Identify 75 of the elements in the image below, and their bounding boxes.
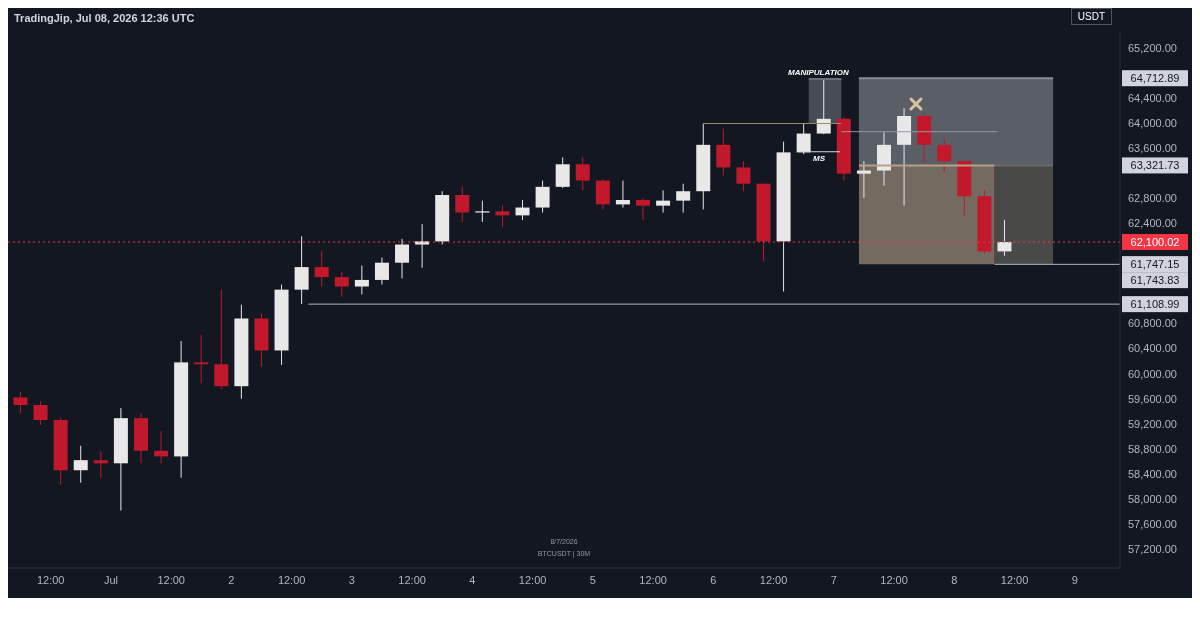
- candlestick: [495, 205, 510, 228]
- y-tick-label: 65,200.00: [1128, 41, 1177, 54]
- y-tick-label: 60,400.00: [1128, 342, 1177, 355]
- candlestick: [636, 197, 651, 221]
- chart-title: TradingJip, Jul 08, 2026 12:36 UTC: [14, 12, 195, 24]
- x-tick-label: 12:00: [277, 573, 306, 586]
- candlestick: [997, 219, 1012, 257]
- candlestick: [214, 289, 229, 390]
- x-tick-label: 6: [710, 573, 717, 586]
- candlestick: [535, 180, 550, 214]
- y-tick-label: 60,000.00: [1128, 367, 1177, 380]
- candlestick: [73, 445, 88, 484]
- y-tick-label: 63,600.00: [1128, 141, 1177, 154]
- text: 63,321.73: [1130, 159, 1180, 172]
- candlestick: [796, 123, 811, 155]
- y-tick-label: 64,400.00: [1128, 91, 1177, 104]
- x-tick-label: 12:00: [639, 573, 667, 586]
- candlestick: [615, 180, 630, 209]
- ref-line-label: 62,100.02: [1130, 236, 1180, 249]
- candlestick: [856, 160, 871, 199]
- x-tick-label: 12:00: [1000, 573, 1029, 586]
- y-tick-label: 59,200.00: [1128, 417, 1177, 430]
- candlestick: [676, 183, 691, 214]
- candlestick: [937, 137, 952, 173]
- x-tick-label: 2: [228, 573, 235, 586]
- x-tick-label: 7: [830, 573, 837, 586]
- candlestick: [716, 128, 731, 177]
- x-tick-label: 12:00: [398, 573, 426, 586]
- text: USDT: [1070, 8, 1112, 25]
- y-tick-label: 58,400.00: [1128, 467, 1177, 480]
- candlestick: [334, 271, 349, 298]
- y-tick-label: 59,600.00: [1128, 392, 1177, 405]
- y-tick-label: 57,600.00: [1128, 518, 1177, 531]
- text: 64,712.89: [1130, 72, 1180, 85]
- y-tick-label: 64,000.00: [1128, 116, 1177, 129]
- x-tick-label: 8: [951, 573, 958, 586]
- annotation: MS: [813, 154, 825, 163]
- x-tick-label: 12:00: [759, 573, 788, 586]
- candlestick: [575, 156, 590, 191]
- y-tick-label: 57,200.00: [1128, 543, 1177, 556]
- x-tick-label: 9: [1071, 573, 1078, 586]
- candlestick: [33, 400, 48, 426]
- candlestick: [736, 160, 751, 192]
- x-tick-label: Jul: [103, 573, 118, 586]
- y-tick-label: 58,800.00: [1128, 442, 1177, 455]
- x-tick-label: 4: [469, 573, 476, 586]
- candlestick: [374, 257, 389, 286]
- y-tick-label: 58,000.00: [1128, 492, 1177, 505]
- candlestick: [595, 178, 610, 210]
- candlestick: [475, 200, 490, 223]
- annotation: 61,747.15: [1130, 258, 1180, 271]
- candlestick: [415, 223, 430, 269]
- annotation: MANIPULATION: [788, 68, 849, 77]
- annotation: 61,108.99: [1130, 298, 1180, 311]
- annotation: 61,743.83: [1130, 274, 1180, 287]
- candlestick: [93, 450, 108, 479]
- candlestick: [354, 265, 369, 295]
- x-tick-label: 12:00: [880, 573, 908, 586]
- candlestick: [656, 189, 671, 214]
- candlestick: [314, 250, 329, 288]
- candlestick: [816, 77, 831, 135]
- x-tick-label: 12:00: [36, 573, 65, 586]
- x-tick-label: 12:00: [518, 573, 547, 586]
- candlestick: [455, 185, 470, 223]
- candlestick: [194, 334, 209, 384]
- x-tick-label: 5: [589, 573, 596, 586]
- candlestick: [395, 238, 410, 279]
- y-tick-label: 62,800.00: [1128, 192, 1177, 205]
- candlestick: [294, 235, 309, 305]
- y-tick-label: 62,400.00: [1128, 217, 1177, 230]
- y-tick-label: 60,800.00: [1128, 317, 1177, 330]
- candlestick: [555, 156, 570, 189]
- x-tick-label: 3: [348, 573, 355, 586]
- x-tick-label: 12:00: [157, 573, 185, 586]
- candlestick: [13, 391, 28, 414]
